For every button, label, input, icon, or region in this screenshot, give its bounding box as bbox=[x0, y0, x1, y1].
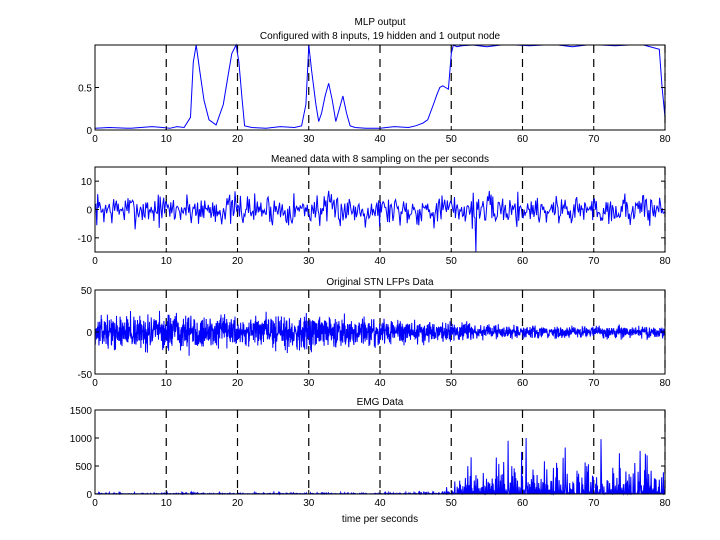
y-tick-label: 1000 bbox=[70, 434, 93, 445]
x-tick-label: 50 bbox=[446, 256, 458, 267]
x-tick-label: 50 bbox=[446, 378, 458, 389]
x-tick-label: 30 bbox=[303, 378, 315, 389]
panel-title: Meaned data with 8 sampling on the per s… bbox=[271, 154, 489, 165]
x-tick-label: 30 bbox=[303, 134, 315, 145]
x-tick-label: 10 bbox=[161, 256, 173, 267]
x-tick-label: 30 bbox=[303, 256, 315, 267]
panel-title: Original STN LFPs Data bbox=[326, 277, 434, 288]
x-tick-label: 70 bbox=[588, 498, 600, 509]
x-tick-label: 20 bbox=[232, 256, 244, 267]
x-tick-label: 10 bbox=[161, 378, 173, 389]
x-tick-label: 60 bbox=[517, 134, 529, 145]
y-axis-ticks: 1500 1000 500 0 bbox=[70, 406, 665, 501]
x-axis-ticks: 0 10 20 30 40 50 60 70 80 bbox=[92, 370, 671, 389]
x-tick-label: 40 bbox=[374, 256, 386, 267]
y-tick-label: 10 bbox=[81, 177, 93, 188]
x-tick-label: 70 bbox=[588, 378, 600, 389]
y-tick-label: 500 bbox=[75, 462, 92, 473]
panel-subtitle: Configured with 8 inputs, 19 hidden and … bbox=[260, 31, 501, 42]
x-axis-ticks: 0 10 20 30 40 50 60 70 80 bbox=[92, 126, 671, 145]
panel-title: EMG Data bbox=[357, 397, 404, 408]
panel-emg: EMG Data 0 10 20 30 40 50 60 70 80 1500 1000 500 0 … bbox=[70, 397, 671, 525]
x-axis-ticks: 0 10 20 30 40 50 60 70 80 bbox=[92, 248, 671, 267]
x-tick-label: 60 bbox=[517, 256, 529, 267]
y-tick-label: 0 bbox=[86, 126, 92, 137]
x-tick-label: 60 bbox=[517, 378, 529, 389]
x-tick-label: 30 bbox=[303, 498, 315, 509]
y-tick-label: 50 bbox=[81, 286, 93, 297]
data-trace bbox=[94, 310, 666, 356]
panel-title: MLP output bbox=[355, 17, 406, 28]
panel-mlp-output: MLP output Configured with 8 inputs, 19 … bbox=[78, 17, 671, 145]
x-tick-label: 10 bbox=[161, 134, 173, 145]
y-tick-label: 0 bbox=[86, 490, 92, 501]
x-tick-label: 70 bbox=[588, 134, 600, 145]
x-tick-label: 0 bbox=[92, 134, 98, 145]
x-tick-label: 20 bbox=[232, 498, 244, 509]
data-trace bbox=[94, 190, 666, 253]
x-tick-label: 80 bbox=[659, 134, 671, 145]
y-tick-label: 1500 bbox=[70, 406, 93, 417]
x-tick-label: 10 bbox=[161, 498, 173, 509]
y-axis-ticks: 00.5 bbox=[78, 44, 665, 137]
y-tick-label: 0 bbox=[86, 328, 92, 339]
x-tick-label: 80 bbox=[659, 498, 671, 509]
x-tick-label: 40 bbox=[374, 134, 386, 145]
x-tick-label: 0 bbox=[92, 498, 98, 509]
x-axis-ticks: 0 10 20 30 40 50 60 70 80 bbox=[92, 490, 671, 509]
panel-meaned-data: Meaned data with 8 sampling on the per s… bbox=[78, 154, 671, 267]
x-tick-label: 50 bbox=[446, 134, 458, 145]
x-tick-label: 40 bbox=[374, 498, 386, 509]
x-tick-label: 80 bbox=[659, 256, 671, 267]
marker-lines bbox=[165, 410, 666, 494]
x-tick-label: 20 bbox=[232, 134, 244, 145]
x-tick-label: 50 bbox=[446, 498, 458, 509]
panel-stn-lfp: Original STN LFPs Data 0 10 20 30 40 50 60 70 80… bbox=[78, 277, 671, 389]
x-tick-label: 20 bbox=[232, 378, 244, 389]
x-tick-label: 0 bbox=[92, 378, 98, 389]
y-axis-ticks: 10 0 -10 bbox=[78, 177, 665, 245]
y-tick-label: -10 bbox=[78, 234, 93, 245]
x-tick-label: 0 bbox=[92, 256, 98, 267]
y-tick-label: 0.5 bbox=[78, 84, 92, 95]
y-tick-label: -50 bbox=[78, 370, 93, 381]
x-tick-label: 70 bbox=[588, 256, 600, 267]
y-tick-label: 0 bbox=[86, 206, 92, 217]
x-tick-label: 60 bbox=[517, 498, 529, 509]
y-axis-ticks: 50 0 -50 bbox=[78, 286, 665, 381]
x-tick-label: 80 bbox=[659, 378, 671, 389]
x-axis-label: time per seconds bbox=[342, 514, 418, 525]
x-tick-label: 40 bbox=[374, 378, 386, 389]
